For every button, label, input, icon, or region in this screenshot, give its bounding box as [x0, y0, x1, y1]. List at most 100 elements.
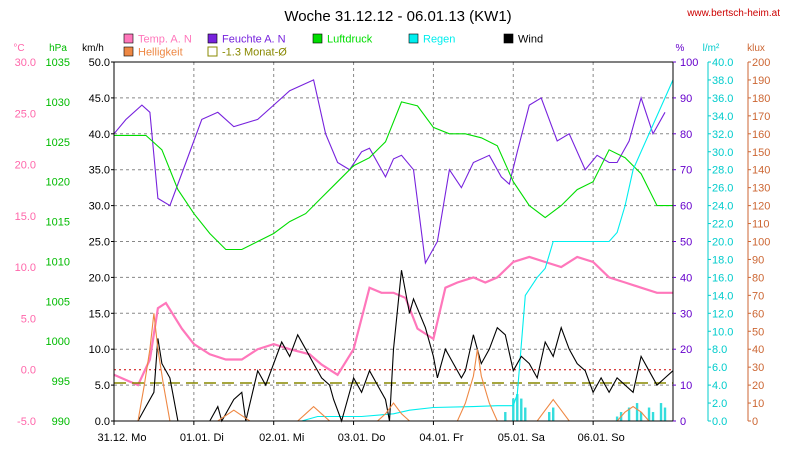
legend-label: Helligkeit [138, 47, 183, 59]
axes: °C -5.0 0.0 5.0 10.0 15.0 20.0 25.0 30.0 hPa 990 99… [13, 43, 770, 444]
legend-swatch [408, 33, 419, 44]
axis-tick-label: 38.0 [712, 75, 733, 87]
rain-bar [651, 412, 655, 421]
axis-tick-label: 5.0 [95, 380, 110, 392]
x-tick-label: 05.01. Sa [498, 432, 546, 444]
axis-tick-label: 1035 [46, 57, 70, 69]
axis-tick-label: 35.0 [89, 165, 110, 177]
rain-bar [627, 407, 631, 421]
axis-tick-label: 80 [752, 272, 764, 284]
axis-tick-label: 25.0 [15, 108, 36, 120]
axis-tick-label: 50 [680, 237, 692, 249]
x-tick-label: 06.01. So [578, 432, 625, 444]
axis-tick-label: 1000 [46, 336, 70, 348]
axis-unit-label: °C [13, 43, 24, 54]
axis-tick-label: 10 [752, 398, 764, 410]
axis-tick-label: 1020 [46, 177, 70, 189]
axis-tick-label: 15.0 [89, 308, 110, 320]
series-line [114, 79, 674, 422]
series-line [113, 79, 666, 265]
legend-swatch [123, 46, 134, 57]
axis-unit-label: klux [747, 43, 765, 54]
axis-tick-label: 45.0 [89, 93, 110, 105]
axis-tick-label: 34.0 [712, 111, 733, 123]
axis-tick-label: 8.0 [712, 344, 727, 356]
legend-label: -1.3 Monat-Ø [222, 47, 287, 59]
series-line [114, 101, 673, 251]
chart-title: Woche 31.12.12 - 06.01.13 (KW1) [284, 8, 511, 25]
axis-tick-label: 0 [680, 416, 686, 428]
axis-tick-label: 130 [752, 183, 770, 195]
axis-tick-label: 12.0 [712, 308, 733, 320]
legend-label: Luftdruck [327, 34, 373, 46]
axis-tick-label: 1025 [46, 137, 70, 149]
axis-tick-label: 25.0 [89, 237, 110, 249]
axis-tick-label: 1005 [46, 296, 70, 308]
axis-tick-label: 150 [752, 147, 770, 159]
axis-tick-label: 1015 [46, 217, 70, 229]
axis-unit-label: km/h [82, 43, 104, 54]
x-tick-label: 31.12. Mo [98, 432, 147, 444]
axis-unit-label: hPa [49, 43, 67, 54]
rain-bar [615, 416, 619, 421]
legend-label: Temp. A. N [138, 34, 192, 46]
axis-tick-label: 10 [680, 380, 692, 392]
legend-label: Regen [423, 34, 455, 46]
series-line [113, 255, 673, 387]
axis-tick-label: 990 [52, 416, 70, 428]
x-tick-label: 03.01. Do [338, 432, 386, 444]
axis-tick-label: 40.0 [712, 57, 733, 69]
rain-bar [647, 407, 651, 421]
axis-tick-label: 100 [752, 237, 770, 249]
axis-tick-label: 160 [752, 129, 770, 141]
source-url: www.bertsch-heim.at [686, 8, 780, 19]
axis-unit-label: l/m² [703, 43, 720, 54]
axis-tick-label: 10.0 [712, 326, 733, 338]
x-tick-label: 04.01. Fr [419, 432, 463, 444]
axis-tick-label: 20.0 [712, 237, 733, 249]
legend-swatch [207, 46, 218, 57]
axis-tick-label: 20.0 [89, 272, 110, 284]
axis-tick-label: 30 [680, 308, 692, 320]
rain-bar [504, 412, 507, 421]
axis-tick-label: 5.0 [21, 313, 36, 325]
axis-tick-label: 190 [752, 75, 770, 87]
axis-tick-label: 1030 [46, 97, 70, 109]
axis-tick-label: 0.0 [21, 365, 36, 377]
axis-tick-label: 140 [752, 165, 770, 177]
axis-tick-label: 100 [680, 57, 698, 69]
legend-label: Feuchte A. N [222, 34, 286, 46]
rain-bar [524, 407, 527, 421]
axis-tick-label: 90 [680, 93, 692, 105]
legend-swatch [123, 33, 134, 44]
axis-tick-label: 14.0 [712, 290, 733, 302]
axis-tick-label: 10.0 [89, 344, 110, 356]
axis-tick-label: 0 [752, 416, 758, 428]
axis-tick-label: 32.0 [712, 129, 733, 141]
legend-swatch [503, 33, 514, 44]
rain-bar [663, 407, 667, 421]
rain-bar [552, 407, 555, 421]
axis-tick-label: 20 [752, 380, 764, 392]
axis-tick-label: 0.0 [712, 416, 727, 428]
axis-tick-label: 15.0 [15, 211, 36, 223]
plot-area [113, 79, 674, 423]
x-tick-label: 01.01. Di [180, 432, 224, 444]
axis-tick-label: 110 [752, 219, 770, 231]
axis-tick-label: 0.0 [95, 416, 110, 428]
axis-tick-label: 30.0 [712, 147, 733, 159]
axis-tick-label: 40.0 [89, 129, 110, 141]
axis-tick-label: 20 [680, 344, 692, 356]
axis-tick-label: 18.0 [712, 254, 733, 266]
rain-bar [548, 412, 551, 421]
axis-tick-label: 120 [752, 201, 770, 213]
axis-tick-label: 50.0 [89, 57, 110, 69]
axis-tick-label: 1010 [46, 256, 70, 268]
axis-tick-label: 28.0 [712, 165, 733, 177]
series-line [114, 270, 674, 423]
axis-tick-label: 40 [752, 344, 764, 356]
axis-tick-label: 70 [752, 290, 764, 302]
